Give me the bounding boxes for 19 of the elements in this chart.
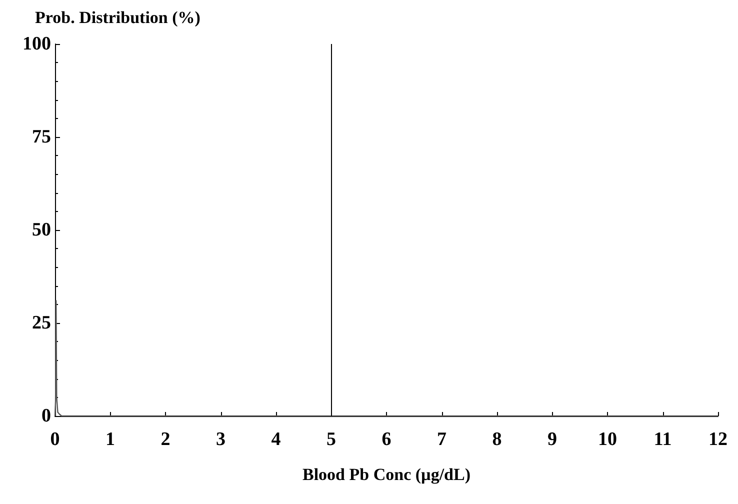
y-tick-label: 25 <box>32 312 51 334</box>
x-tick-label: 1 <box>106 429 115 450</box>
x-tick-label: 10 <box>598 429 617 450</box>
x-tick-label: 9 <box>548 429 557 450</box>
x-tick-label: 4 <box>271 429 282 450</box>
y-tick-label: 100 <box>22 34 51 54</box>
y-tick-label: 0 <box>42 406 51 426</box>
x-tick-label: 5 <box>326 429 336 450</box>
x-tick-label: 3 <box>216 429 226 450</box>
y-tick-label: 50 <box>32 220 51 240</box>
y-axis-title: Prob. Distribution (%) <box>35 8 200 27</box>
x-axis-title: Blood Pb Conc (µg/dL) <box>302 465 471 484</box>
x-tick-label: 8 <box>492 429 502 450</box>
x-tick-label: 12 <box>708 429 728 450</box>
x-tick-label: 11 <box>654 429 672 450</box>
x-tick-label: 7 <box>437 429 447 450</box>
x-tick-label: 6 <box>382 429 392 450</box>
y-tick-label: 75 <box>32 126 51 148</box>
x-tick-label: 2 <box>160 429 170 450</box>
